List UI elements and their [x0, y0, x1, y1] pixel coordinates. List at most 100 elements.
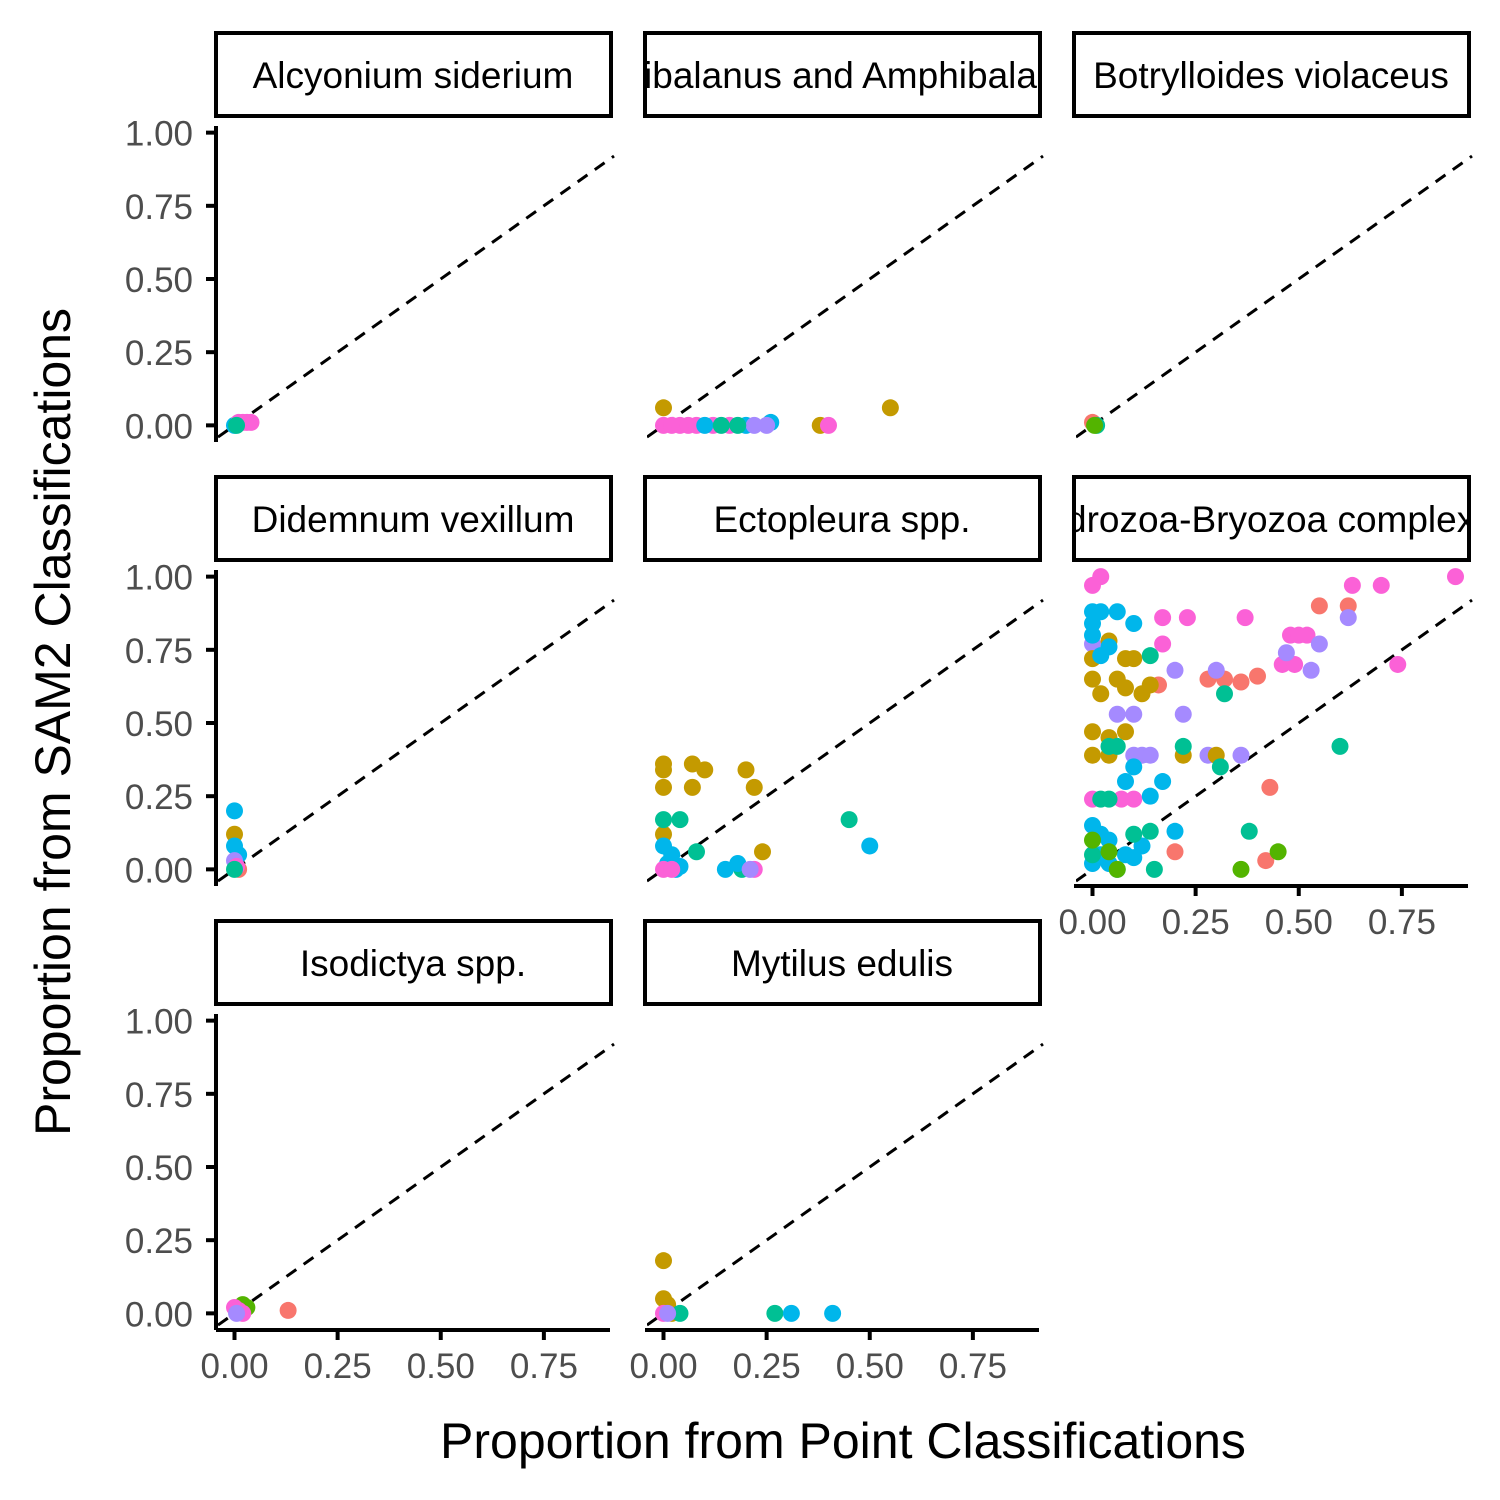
- data-point: [1145, 860, 1163, 878]
- data-points: [226, 802, 248, 878]
- data-point: [729, 416, 747, 434]
- data-point: [766, 1304, 784, 1322]
- data-point: [1207, 661, 1225, 679]
- facet-strip-amphibalanus: Amphibalanus and Amphibalanus: [643, 31, 1042, 118]
- data-point: [1100, 843, 1118, 861]
- facet-panel: 0.00 0.25 0.50 0.75: [1058, 568, 1473, 942]
- identity-reference-line: [1076, 154, 1473, 439]
- data-point: [242, 413, 260, 431]
- data-point: [1232, 673, 1250, 691]
- data-point: [1084, 670, 1101, 688]
- data-point: [228, 1304, 246, 1322]
- data-point: [840, 811, 858, 829]
- data-point: [1141, 647, 1159, 665]
- data-point: [1108, 737, 1126, 755]
- facet-panel: [647, 154, 1044, 439]
- x-tick-label: 0.75: [939, 1347, 1007, 1386]
- x-axis-title: Proportion from Point Classifications: [440, 1413, 1246, 1469]
- data-point: [1084, 846, 1101, 864]
- data-point: [655, 778, 672, 796]
- data-point: [1310, 635, 1328, 653]
- data-point: [655, 811, 672, 829]
- y-tick-label: 1.00: [125, 1003, 193, 1042]
- data-point: [1117, 773, 1134, 791]
- data-point: [1331, 737, 1349, 755]
- facet-panel: 0.00 0.25 0.50 0.75: [629, 1042, 1044, 1386]
- data-point: [1125, 790, 1143, 808]
- data-point: [820, 416, 837, 434]
- data-point: [1236, 609, 1254, 627]
- data-points: [1084, 568, 1464, 878]
- facet-panel: [1076, 154, 1473, 439]
- data-point: [1154, 609, 1172, 627]
- data-point: [1269, 843, 1287, 861]
- y-tick-label: 0.75: [125, 188, 193, 227]
- facet-panel: 0.00 0.25 0.50 0.75 1.00 0.00 0.25 0.50 0.75: [125, 1003, 615, 1386]
- facet-strip-ectopleura: Ectopleura spp.: [643, 475, 1042, 562]
- data-point: [1166, 822, 1184, 840]
- data-point: [226, 860, 243, 878]
- data-point: [782, 1304, 800, 1322]
- y-tick-label: 0.25: [125, 1222, 193, 1261]
- facet-strip-didemnum: Didemnum vexillum: [214, 475, 613, 562]
- data-point: [1084, 831, 1101, 849]
- y-tick-label: 0.50: [125, 261, 193, 300]
- data-point: [737, 761, 755, 779]
- identity-reference-line: [218, 1042, 615, 1327]
- data-point: [1092, 647, 1110, 665]
- data-point: [1310, 597, 1328, 615]
- data-point: [1086, 416, 1104, 434]
- data-point: [1108, 705, 1126, 723]
- data-point: [671, 811, 689, 829]
- data-point: [1277, 644, 1295, 662]
- data-point: [1249, 667, 1266, 685]
- identity-reference-line: [218, 598, 615, 883]
- data-point: [1372, 576, 1390, 594]
- data-point: [758, 416, 776, 434]
- facet-panel: 0.00 0.25 0.50 0.75 1.00: [125, 559, 615, 890]
- data-point: [655, 761, 672, 779]
- data-points: [655, 1252, 842, 1322]
- identity-reference-line: [647, 1042, 1044, 1327]
- facet-strip-hydrozoa-bryozoa: Hydrozoa-Bryozoa complex: [1021, 475, 1476, 562]
- x-tick-label: 0.50: [836, 1347, 904, 1386]
- data-point: [659, 1304, 677, 1322]
- data-point: [1166, 661, 1184, 679]
- data-point: [1100, 790, 1118, 808]
- facet-label: Hydrozoa-Bryozoa complex: [1021, 499, 1476, 540]
- data-point: [1084, 626, 1101, 644]
- data-point: [1154, 635, 1172, 653]
- data-point: [745, 416, 763, 434]
- facet-label: Ectopleura spp.: [713, 499, 970, 540]
- data-point: [1174, 737, 1192, 755]
- data-point: [1100, 831, 1118, 849]
- data-point: [1092, 568, 1110, 586]
- data-points: [655, 399, 899, 434]
- data-point: [228, 416, 246, 434]
- data-point: [1343, 576, 1361, 594]
- x-tick-label: 0.25: [1162, 903, 1230, 942]
- x-tick-label: 0.25: [733, 1347, 801, 1386]
- data-points: [226, 413, 260, 434]
- y-tick-label: 0.00: [125, 407, 193, 446]
- facet-panel: 0.00 0.25 0.50 0.75 1.00: [125, 115, 615, 446]
- data-point: [671, 1304, 689, 1322]
- facet-label: Mytilus edulis: [731, 943, 953, 984]
- data-point: [1141, 787, 1159, 805]
- data-point: [688, 843, 705, 861]
- data-point: [696, 416, 714, 434]
- data-point: [1084, 614, 1101, 632]
- data-point: [1232, 860, 1250, 878]
- identity-reference-line: [218, 154, 615, 439]
- data-point: [1112, 790, 1130, 808]
- facet-label: Botrylloides violaceus: [1093, 55, 1449, 96]
- data-point: [1211, 758, 1229, 776]
- y-tick-label: 0.00: [125, 851, 193, 890]
- data-point: [655, 825, 672, 843]
- data-point: [1447, 568, 1464, 586]
- facet-strip-mytilus: Mytilus edulis: [643, 919, 1042, 1006]
- data-point: [1339, 609, 1357, 627]
- y-tick-label: 0.25: [125, 334, 193, 373]
- data-point: [1141, 746, 1159, 764]
- data-point: [1084, 746, 1101, 764]
